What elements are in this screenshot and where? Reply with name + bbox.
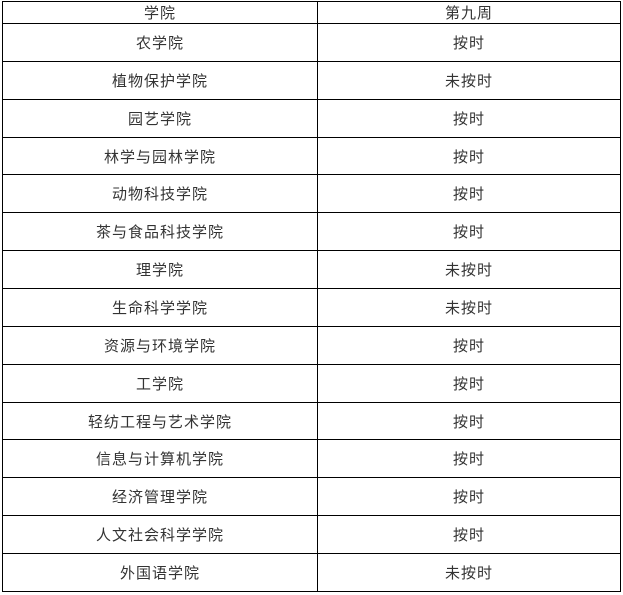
table-row: 动物科技学院 按时 [2,174,621,214]
college-cell: 轻纺工程与艺术学院 [2,401,318,441]
status-cell: 未按时 [317,60,621,100]
table-row: 园艺学院 按时 [2,98,621,138]
table-row: 农学院 按时 [2,23,621,62]
college-cell: 理学院 [2,250,318,290]
college-cell: 植物保护学院 [2,60,318,100]
college-cell: 茶与食品科技学院 [2,212,318,252]
college-cell: 农学院 [2,23,318,62]
status-cell: 按时 [317,515,621,555]
college-cell: 生命科学学院 [2,288,318,327]
status-cell: 按时 [317,98,621,138]
status-cell: 按时 [317,23,621,62]
header-row: 学院 第九周 [2,1,621,24]
status-cell: 按时 [317,325,621,365]
status-cell: 未按时 [317,250,621,290]
table-row: 生命科学学院 未按时 [2,288,621,327]
status-cell: 按时 [317,363,621,403]
status-cell: 按时 [317,401,621,441]
status-cell: 按时 [317,477,621,517]
status-cell: 按时 [317,439,621,479]
table-row: 工学院 按时 [2,363,621,403]
college-cell: 经济管理学院 [2,477,318,517]
college-cell: 动物科技学院 [2,174,318,214]
status-cell: 未按时 [317,288,621,327]
college-cell: 园艺学院 [2,98,318,138]
status-cell: 按时 [317,174,621,214]
header-college: 学院 [2,1,318,24]
table-row: 人文社会科学学院 按时 [2,515,621,555]
table-row: 信息与计算机学院 按时 [2,439,621,479]
table-row: 林学与园林学院 按时 [2,136,621,176]
college-cell: 信息与计算机学院 [2,439,318,479]
header-week: 第九周 [317,1,621,24]
table-row: 轻纺工程与艺术学院 按时 [2,401,621,441]
table-row: 外国语学院 未按时 [2,553,621,592]
table-row: 植物保护学院 未按时 [2,60,621,100]
college-cell: 林学与园林学院 [2,136,318,176]
college-cell: 工学院 [2,363,318,403]
table-row: 经济管理学院 按时 [2,477,621,517]
status-cell: 按时 [317,136,621,176]
status-cell: 按时 [317,212,621,252]
college-cell: 资源与环境学院 [2,325,318,365]
status-cell: 未按时 [317,553,621,592]
table-row: 茶与食品科技学院 按时 [2,212,621,252]
college-cell: 人文社会科学学院 [2,515,318,555]
table-row: 资源与环境学院 按时 [2,325,621,365]
college-cell: 外国语学院 [2,553,318,592]
table-row: 理学院 未按时 [2,250,621,290]
